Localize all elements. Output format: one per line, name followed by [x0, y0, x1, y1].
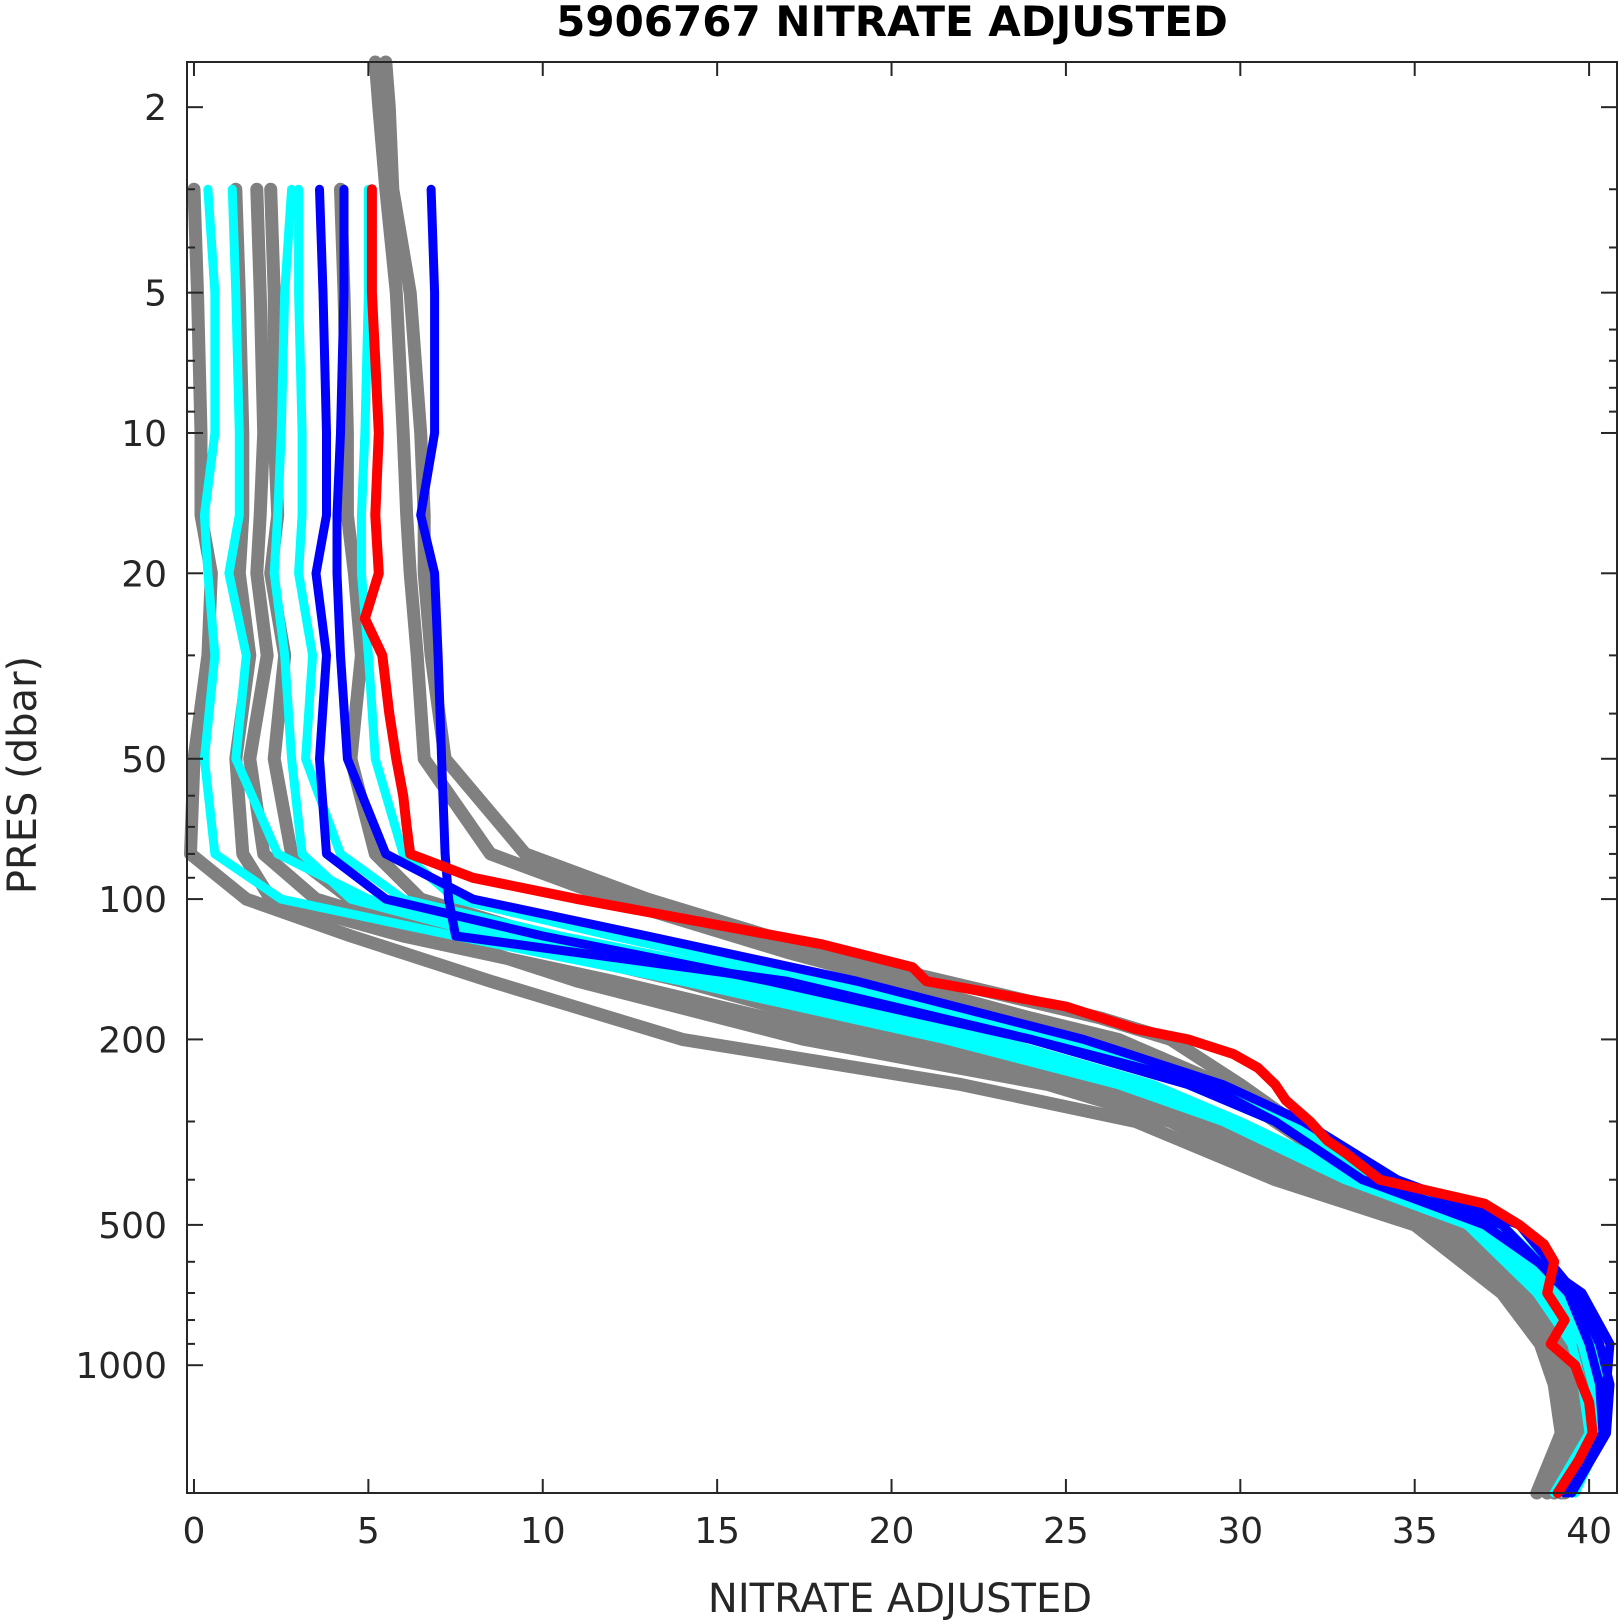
profile-lines — [184, 55, 1615, 1500]
x-tick-label: 35 — [1392, 1511, 1438, 1552]
x-axis-label: NITRATE ADJUSTED — [708, 1576, 1092, 1622]
x-tick-label: 5 — [357, 1511, 380, 1552]
y-tick-label: 10 — [121, 414, 167, 455]
x-tick-label: 15 — [694, 1511, 740, 1552]
recent-profile-line-10 — [294, 184, 1608, 1498]
recent-profile-line-9 — [269, 184, 1605, 1498]
historical-profile-line-4 — [264, 182, 1589, 1500]
previous-profile-line-13 — [332, 184, 1615, 1498]
y-tick-label: 500 — [98, 1206, 167, 1247]
chart-title: 5906767 NITRATE ADJUSTED — [556, 0, 1228, 46]
y-tick-label: 200 — [98, 1020, 167, 1061]
historical-profile-line-6 — [243, 182, 1579, 1500]
y-tick-label: 100 — [98, 880, 167, 921]
previous-profile-line-14 — [416, 184, 1615, 1498]
y-tick-label: 2 — [144, 88, 167, 129]
y-tick-label: 50 — [121, 740, 167, 781]
recent-profile-line-11 — [356, 184, 1611, 1498]
y-axis-label: PRES (dbar) — [0, 656, 46, 894]
x-tick-label: 10 — [520, 1511, 566, 1552]
historical-profile-line-5 — [334, 182, 1600, 1500]
x-tick-label: 40 — [1566, 1511, 1612, 1552]
historical-profile-line-0 — [379, 55, 1589, 1500]
y-tick-label: 20 — [121, 554, 167, 595]
plot-frame — [186, 61, 1618, 1494]
x-tick-label: 30 — [1217, 1511, 1263, 1552]
latest-profile-line-15 — [359, 184, 1598, 1498]
y-tick-label: 1000 — [75, 1346, 167, 1387]
x-tick-label: 20 — [869, 1511, 915, 1552]
x-tick-label: 0 — [183, 1511, 206, 1552]
historical-profile-line-1 — [368, 55, 1582, 1500]
y-tick-label: 5 — [144, 274, 167, 315]
x-tick-label: 25 — [1043, 1511, 1089, 1552]
